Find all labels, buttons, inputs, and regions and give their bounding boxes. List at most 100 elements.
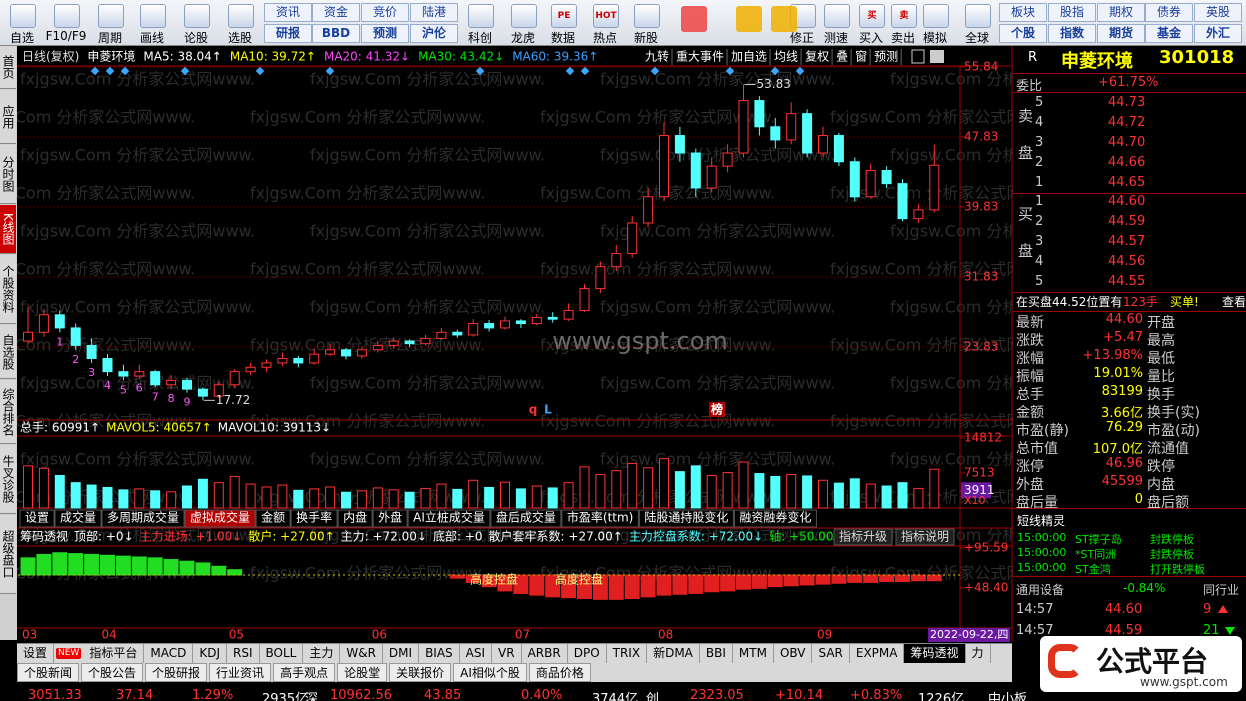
indicator-tab[interactable]: 力	[966, 644, 991, 663]
indicator-tab[interactable]: RSI	[227, 644, 260, 663]
info-tab[interactable]: 论股堂	[337, 663, 388, 682]
volume-tab[interactable]: 盘后成交量	[496, 510, 556, 525]
indicator-tab[interactable]: KDJ	[193, 644, 227, 663]
toolbar-icon[interactable]	[771, 6, 797, 32]
toolbar-button[interactable]: 基金	[1145, 24, 1193, 43]
toolbar-icon[interactable]	[140, 4, 166, 28]
info-tab[interactable]: 行业资讯	[209, 663, 272, 682]
indicator-tab[interactable]: 指标平台	[83, 644, 145, 663]
toolbar-button[interactable]: 股指	[1048, 3, 1096, 22]
indicator-tab[interactable]: 筹码透视	[904, 644, 966, 663]
volume-tab[interactable]: 市盈率(ttm)	[567, 510, 633, 525]
info-tab[interactable]: 关联报价	[389, 663, 452, 682]
volume-tab[interactable]: 融资融券变化	[739, 510, 811, 525]
toolbar-icon[interactable]	[965, 4, 991, 28]
toolbar-icon[interactable]	[634, 4, 660, 28]
toolbar-button[interactable]: 资金	[312, 3, 360, 22]
toolbar-icon[interactable]	[681, 6, 707, 32]
toolbar-icon[interactable]	[54, 4, 80, 28]
toolbar-icon[interactable]: 卖	[891, 4, 917, 28]
info-tab[interactable]: 高手观点	[273, 663, 336, 682]
toolbar-icon[interactable]	[184, 4, 210, 28]
toolbar-label[interactable]: 全球	[964, 31, 989, 45]
toolbar-button[interactable]: 指数	[1048, 24, 1096, 43]
toolbar-button[interactable]: 沪伦	[410, 24, 458, 43]
indicator-tab[interactable]: SAR	[812, 644, 850, 663]
volume-tab[interactable]: 设置	[25, 511, 49, 525]
volume-tab[interactable]: 外盘	[378, 510, 402, 525]
info-tab[interactable]: 个股公告	[81, 663, 144, 682]
side-tab[interactable]: 综合排名	[0, 380, 16, 444]
toolbar-button[interactable]: 英股	[1194, 3, 1242, 22]
toolbar-label[interactable]: 热点	[592, 31, 617, 45]
side-tab[interactable]: 分时图	[0, 145, 16, 204]
indicator-tab[interactable]: VR	[492, 644, 522, 663]
toolbar-icon[interactable]: HOT	[593, 4, 619, 28]
side-tab[interactable]: 自选股	[0, 325, 16, 379]
industry-link[interactable]: 同行业	[1203, 583, 1240, 597]
indicator-tab[interactable]: MTM	[733, 644, 774, 663]
toolbar-button[interactable]: 外汇	[1194, 24, 1242, 43]
toolbar-button[interactable]: BBD	[312, 24, 360, 43]
toolbar-icon[interactable]	[511, 4, 537, 28]
indicator-button[interactable]: 指标说明	[901, 529, 949, 544]
info-tab[interactable]: 个股研报	[145, 663, 208, 682]
indicator-tab[interactable]: TRIX	[607, 644, 648, 663]
volume-tab[interactable]: 陆股通持股变化	[644, 510, 728, 525]
toolbar-icon[interactable]	[736, 6, 762, 32]
toolbar-icon[interactable]: PE	[551, 4, 577, 28]
toolbar-label[interactable]: 卖出	[890, 31, 915, 45]
toolbar-label[interactable]: 新股	[633, 31, 658, 45]
indicator-tab[interactable]: OBV	[774, 644, 813, 663]
indicator-tab[interactable]: BIAS	[419, 644, 460, 663]
toolbar-button[interactable]: 期货	[1097, 24, 1145, 43]
info-tab[interactable]: 个股新闻	[17, 663, 80, 682]
toolbar-icon[interactable]: 买	[859, 4, 885, 28]
indicator-tab[interactable]: ASI	[460, 644, 493, 663]
indicator-tab[interactable]: EXPMA	[850, 644, 905, 663]
toolbar-button[interactable]: 板块	[999, 3, 1047, 22]
volume-tab[interactable]: 金额	[261, 510, 285, 525]
toolbar-label[interactable]: 模拟	[922, 31, 947, 45]
toolbar-label[interactable]: 周期	[97, 31, 122, 45]
toolbar-button[interactable]: 资讯	[264, 3, 312, 22]
side-tab[interactable]: 首页	[0, 46, 16, 89]
toolbar-button[interactable]: 竞价	[361, 3, 409, 22]
toolbar-button[interactable]: 陆港	[410, 3, 458, 22]
toolbar-label[interactable]: 画线	[139, 31, 164, 45]
toolbar-label[interactable]: 论股	[183, 31, 208, 45]
indicator-tab[interactable]: 主力	[303, 644, 341, 663]
indicator-button[interactable]: 指标升级	[839, 529, 887, 544]
toolbar-label[interactable]: 选股	[227, 31, 252, 45]
toolbar-icon[interactable]	[824, 4, 850, 28]
toolbar-icon[interactable]	[10, 4, 36, 28]
toolbar-button[interactable]: 债券	[1145, 3, 1193, 22]
indicator-tab[interactable]: W&R	[340, 644, 383, 663]
indicator-tab[interactable]: ARBR	[522, 644, 568, 663]
toolbar-label[interactable]: 数据	[550, 31, 575, 45]
toolbar-icon[interactable]	[98, 4, 124, 28]
volume-tab[interactable]: 换手率	[296, 510, 332, 525]
side-tab[interactable]: 个股资料	[0, 255, 16, 324]
toolbar-icon[interactable]	[228, 4, 254, 28]
indicator-tab[interactable]: DMI	[383, 644, 420, 663]
volume-tab[interactable]: 成交量	[60, 510, 96, 525]
volume-tab[interactable]: AI立桩成交量	[413, 510, 485, 525]
side-tab[interactable]: 超级盘口	[0, 515, 16, 594]
side-tab[interactable]: K线图	[0, 205, 16, 254]
toolbar-label[interactable]: 测速	[823, 31, 848, 45]
toolbar-label[interactable]: F10/F9	[45, 29, 87, 43]
toolbar-button[interactable]: 期权	[1097, 3, 1145, 22]
toolbar-label[interactable]: 自选	[9, 31, 34, 45]
indicator-tab[interactable]: DPO	[568, 644, 607, 663]
toolbar-button[interactable]: 预测	[361, 24, 409, 43]
volume-tab[interactable]: 内盘	[343, 510, 367, 525]
info-tab[interactable]: AI相似个股	[453, 663, 527, 682]
toolbar-icon[interactable]	[923, 4, 949, 28]
indicator-tab[interactable]: BBI	[700, 644, 733, 663]
volume-tab[interactable]: 多周期成交量	[107, 510, 179, 525]
indicator-tab[interactable]: 设置	[17, 644, 55, 663]
toolbar-label[interactable]: 买入	[858, 31, 883, 45]
toolbar-label[interactable]: 科创	[467, 31, 492, 45]
toolbar-label[interactable]: 龙虎	[510, 31, 535, 45]
